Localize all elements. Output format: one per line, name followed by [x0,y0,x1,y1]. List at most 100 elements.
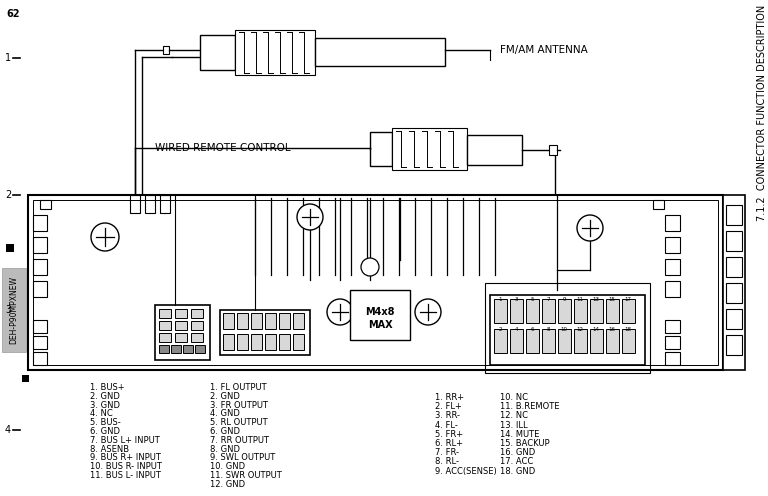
Bar [726,205,742,225]
Bar [726,309,742,329]
Text: 2: 2 [498,327,502,332]
Text: 14. MUTE: 14. MUTE [500,430,539,439]
Text: 6. RL+: 6. RL+ [435,439,463,448]
Circle shape [415,299,441,325]
Bar [549,145,557,155]
Bar [665,215,680,231]
Bar [392,128,467,170]
Text: 18. GND: 18. GND [500,467,535,476]
Text: 7: 7 [546,297,550,302]
Bar [130,195,140,213]
Bar [606,329,619,353]
Bar [33,281,47,297]
Text: 11. B.REMOTE: 11. B.REMOTE [500,402,560,411]
Bar [237,313,248,329]
Circle shape [361,258,379,276]
Text: 7. RR OUTPUT: 7. RR OUTPUT [210,436,269,445]
Bar [22,375,29,382]
Text: 17: 17 [624,297,631,302]
Bar [526,329,539,353]
Bar [723,195,745,370]
Bar [510,299,523,323]
Bar [251,334,262,350]
Bar [223,313,234,329]
Text: 17. ACC: 17. ACC [500,457,533,466]
Bar [622,299,635,323]
Bar [526,299,539,323]
Text: 5. BUS-: 5. BUS- [90,418,121,427]
Text: 12. GND: 12. GND [210,480,245,489]
Bar [159,345,169,353]
Circle shape [91,223,119,251]
Text: FM/AM ANTENNA: FM/AM ANTENNA [500,45,588,55]
Bar [159,309,171,318]
Text: 9. SWL OUTPUT: 9. SWL OUTPUT [210,453,275,462]
Text: 2. GND: 2. GND [90,392,120,401]
Text: 5: 5 [530,297,534,302]
Bar [155,305,210,360]
Text: 3. GND: 3. GND [90,401,120,410]
Text: 3: 3 [515,297,518,302]
Text: 6. GND: 6. GND [210,427,240,436]
Bar [175,333,187,342]
Text: M4x8: M4x8 [366,307,395,317]
Bar [665,281,680,297]
Text: 11. BUS L- INPUT: 11. BUS L- INPUT [90,471,161,480]
Text: 4. GND: 4. GND [210,409,240,419]
Bar [265,334,276,350]
Text: 3: 3 [5,305,11,315]
Bar [175,309,187,318]
Text: 2. FL+: 2. FL+ [435,402,462,411]
Bar [183,345,193,353]
Text: 9. ACC(SENSE): 9. ACC(SENSE) [435,467,497,476]
Circle shape [297,204,323,230]
Text: 1: 1 [5,53,11,63]
Bar [370,132,392,166]
Text: DEH-P90MPXNEW: DEH-P90MPXNEW [9,276,18,344]
Bar [191,309,203,318]
Text: 14: 14 [592,327,600,332]
Bar [726,283,742,303]
Text: 8. RL-: 8. RL- [435,457,459,466]
Bar [33,200,718,365]
Text: 10. NC: 10. NC [500,393,528,402]
Text: 1. BUS+: 1. BUS+ [90,383,124,392]
Text: 3. RR-: 3. RR- [435,411,460,421]
Bar [665,336,680,349]
Bar [33,320,47,333]
Text: 18: 18 [624,327,631,332]
Bar [494,299,507,323]
Bar [175,321,187,330]
Bar [558,299,571,323]
Bar [191,321,203,330]
Bar [265,313,276,329]
Text: 10. BUS R- INPUT: 10. BUS R- INPUT [90,462,162,471]
Bar [315,38,445,66]
Text: 9: 9 [562,297,566,302]
Text: 62: 62 [6,9,19,19]
Bar [33,215,47,231]
Text: 11. SWR OUTPUT: 11. SWR OUTPUT [210,471,282,480]
Bar [28,195,723,370]
Text: 10. GND: 10. GND [210,462,245,471]
Bar [33,237,47,253]
Text: 8. ASENB: 8. ASENB [90,444,129,454]
Bar [237,334,248,350]
Bar [590,329,603,353]
Text: 16: 16 [608,327,615,332]
Bar [40,200,51,209]
Bar [590,299,603,323]
Bar [665,320,680,333]
Text: 4: 4 [5,425,11,435]
Text: 9. BUS R+ INPUT: 9. BUS R+ INPUT [90,453,161,462]
Bar [574,329,587,353]
Bar [350,290,410,340]
Text: WIRED REMOTE CONTROL: WIRED REMOTE CONTROL [155,143,290,153]
Bar [235,30,315,75]
Bar [6,244,14,252]
Bar [726,231,742,251]
Bar [33,336,47,349]
Text: 4. NC: 4. NC [90,409,113,419]
Bar [726,257,742,277]
Text: 11: 11 [577,297,584,302]
